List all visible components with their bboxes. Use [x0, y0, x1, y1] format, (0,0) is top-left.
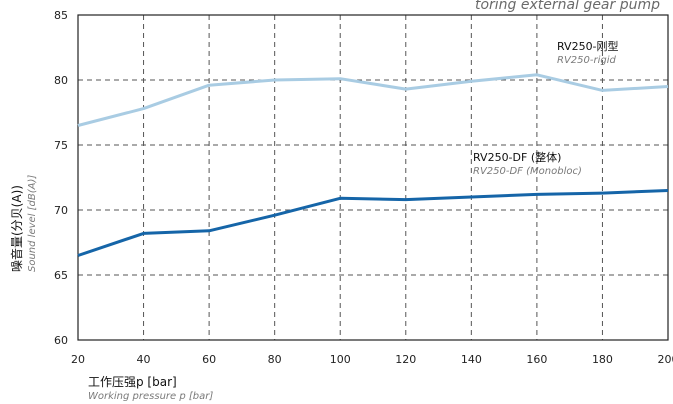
x-tick-label: 200 [658, 353, 673, 366]
y-tick-label: 70 [54, 204, 68, 217]
x-tick-label: 40 [137, 353, 151, 366]
plot-frame [77, 14, 669, 341]
x-axis-label-cn: 工作压强p [bar] [88, 375, 177, 389]
series-label-rigid-cn: RV250-刚型 [557, 39, 619, 53]
x-tick-labels: 20 40 60 80 100 120 140 160 180 200 [71, 353, 673, 366]
grid [78, 15, 668, 340]
x-tick-label: 80 [268, 353, 282, 366]
x-tick-label: 100 [330, 353, 351, 366]
x-tick-label: 20 [71, 353, 85, 366]
series-lines [77, 73, 669, 257]
y-tick-label: 80 [54, 74, 68, 87]
series-label-monobloc-cn: RV250-DF (整体) [473, 150, 561, 164]
y-tick-labels: 60 65 70 75 80 85 [54, 9, 68, 347]
y-tick-label: 60 [54, 334, 68, 347]
x-tick-label: 60 [202, 353, 216, 366]
x-tick-label: 120 [395, 353, 416, 366]
x-tick-label: 140 [461, 353, 482, 366]
y-axis-label-en: Sound level [dB(A)] [27, 175, 38, 272]
y-axis-label-cn: 噪音量(分贝(A)) [9, 185, 24, 272]
series-line-monobloc [77, 189, 669, 257]
y-tick-label: 75 [54, 139, 68, 152]
x-axis-label-en: Working pressure p [bar] [88, 391, 213, 402]
y-tick-label: 85 [54, 9, 68, 22]
series-label-monobloc-en: RV250-DF (Monobloc) [473, 166, 582, 177]
x-tick-label: 160 [526, 353, 547, 366]
series-label-rigid-en: RV250-rigid [557, 55, 617, 66]
header-note: toring external gear pump [475, 0, 660, 13]
series-line-rigid [77, 73, 669, 127]
x-tick-label: 180 [592, 353, 613, 366]
y-tick-label: 65 [54, 269, 68, 282]
